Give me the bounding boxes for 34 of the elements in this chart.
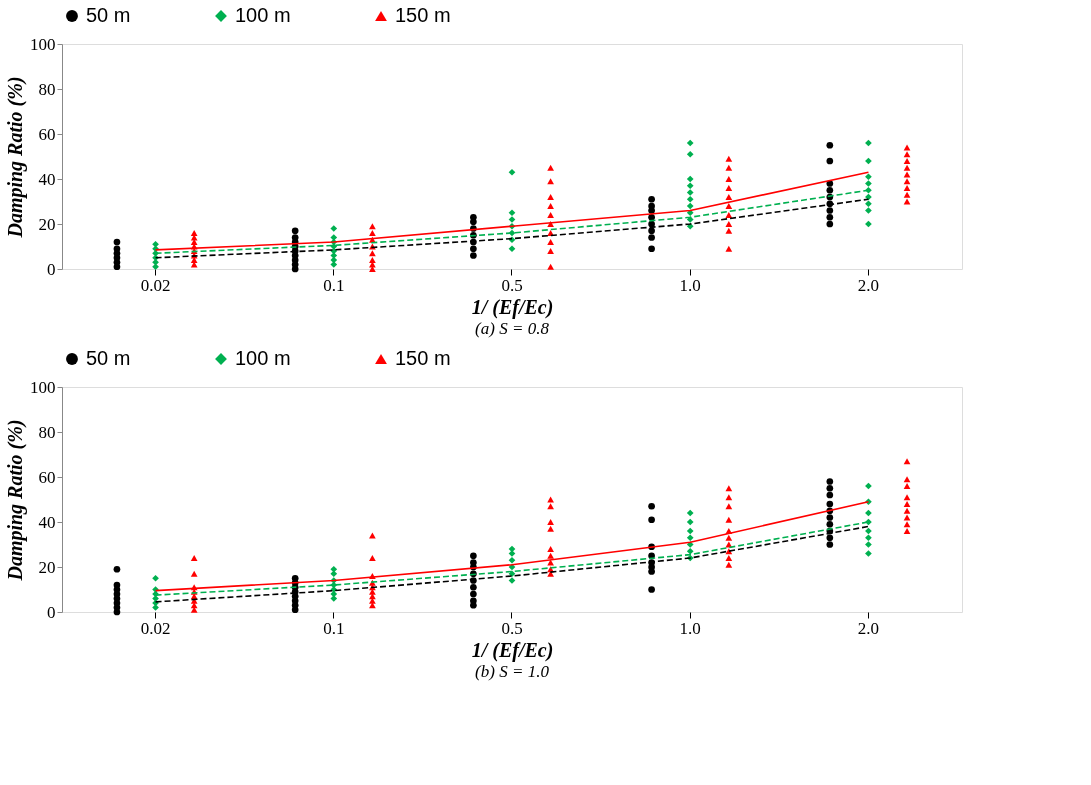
y-tick-label: 60 xyxy=(38,467,56,487)
legend-label: 150 m xyxy=(395,4,451,26)
x-tick-label: 0.02 xyxy=(140,275,171,295)
x-tick-label: 1.0 xyxy=(679,618,701,638)
legend-label: 100 m xyxy=(235,347,291,369)
x-tick-label: 2.0 xyxy=(857,275,880,295)
y-axis-title: Damping Ratio (%) xyxy=(4,76,27,239)
x-tick-label: 0.5 xyxy=(501,275,523,295)
y-tick-label: 20 xyxy=(38,557,56,577)
legend-label: 50 m xyxy=(86,347,131,369)
legend-label: 50 m xyxy=(86,4,131,26)
x-tick-label: 1.0 xyxy=(679,275,701,295)
x-tick-label: 0.5 xyxy=(501,618,523,638)
text: (a) S = 0.8 xyxy=(475,319,550,338)
y-tick-label: 80 xyxy=(38,79,56,99)
y-axis-title: Damping Ratio (%) xyxy=(4,419,27,582)
x-tick-label: 2.0 xyxy=(857,618,880,638)
legend-label: 150 m xyxy=(395,347,451,369)
y-tick-label: 0 xyxy=(47,259,56,279)
y-tick-label: 100 xyxy=(30,34,56,54)
x-tick-label: 0.1 xyxy=(323,275,345,295)
y-tick-label: 40 xyxy=(38,169,56,189)
text: (b) S = 1.0 xyxy=(475,662,550,681)
x-axis-title: 1/ (Ef/Ec) xyxy=(471,295,554,319)
y-tick-label: 100 xyxy=(30,377,56,397)
x-tick-label: 0.1 xyxy=(323,618,345,638)
y-tick-label: 80 xyxy=(38,422,56,442)
x-tick-label: 0.02 xyxy=(140,618,171,638)
x-axis-title: 1/ (Ef/Ec) xyxy=(471,638,554,662)
y-tick-label: 60 xyxy=(38,124,56,144)
y-tick-label: 20 xyxy=(38,214,56,234)
y-tick-label: 40 xyxy=(38,512,56,532)
legend-label: 100 m xyxy=(235,4,291,26)
y-tick-label: 0 xyxy=(47,602,56,622)
